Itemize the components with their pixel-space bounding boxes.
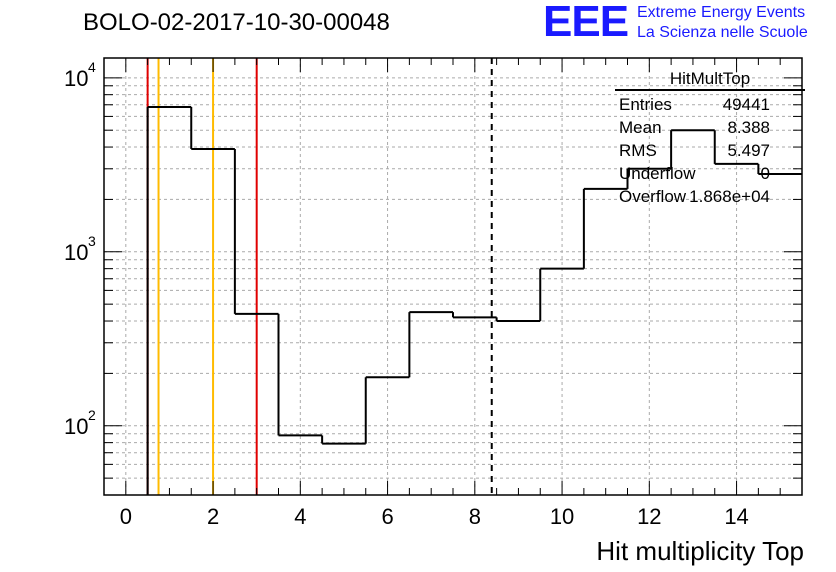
plot-title: BOLO-02-2017-10-30-00048 (83, 9, 390, 36)
x-tick-label: 14 (724, 504, 748, 529)
stats-row-value: 1.868e+04 (689, 187, 770, 206)
y-tick-label: 10 (64, 414, 88, 439)
stats-row-label: RMS (619, 141, 657, 160)
axes-frame (103, 57, 803, 496)
x-axis-ticks: 0 2 4 6 8 10 12 14 (120, 58, 781, 529)
y-tick-exponent: 3 (88, 233, 96, 249)
stats-box-name: HitMultTop (670, 69, 750, 88)
eee-logo: EEE (543, 0, 629, 46)
y-tick-label: 10 (64, 66, 88, 91)
stats-row-value: 8.388 (727, 118, 770, 137)
stats-row-value: 0 (761, 164, 770, 183)
x-axis-title: Hit multiplicity Top (596, 536, 804, 566)
y-tick-label: 10 (64, 240, 88, 265)
stats-row-label: Underflow (619, 164, 696, 183)
x-tick-label: 4 (294, 504, 306, 529)
logo-subtitle-1: Extreme Energy Events (637, 4, 806, 21)
stats-row-value: 5.497 (727, 141, 770, 160)
marker-lines (146, 58, 493, 495)
logo-subtitle-2: La Scienza nelle Scuole (637, 24, 808, 41)
plot-frame (103, 57, 803, 496)
y-tick-exponent: 4 (88, 59, 96, 75)
stats-row-label: Overflow (619, 187, 687, 206)
stats-box: HitMultTop Entries 49441 Mean 8.388 RMS 5.497 U… (615, 69, 805, 206)
x-tick-label: 6 (381, 504, 393, 529)
stats-row-value: 49441 (723, 95, 770, 114)
y-tick-exponent: 2 (88, 407, 96, 423)
stats-row-label: Mean (619, 118, 662, 137)
x-tick-label: 12 (637, 504, 661, 529)
x-tick-label: 0 (120, 504, 132, 529)
histogram-bars (146, 105, 802, 495)
stats-row-label: Entries (619, 95, 672, 114)
x-tick-label: 8 (469, 504, 481, 529)
x-tick-label: 2 (207, 504, 219, 529)
grid-lines (104, 58, 802, 496)
x-tick-label: 10 (550, 504, 574, 529)
